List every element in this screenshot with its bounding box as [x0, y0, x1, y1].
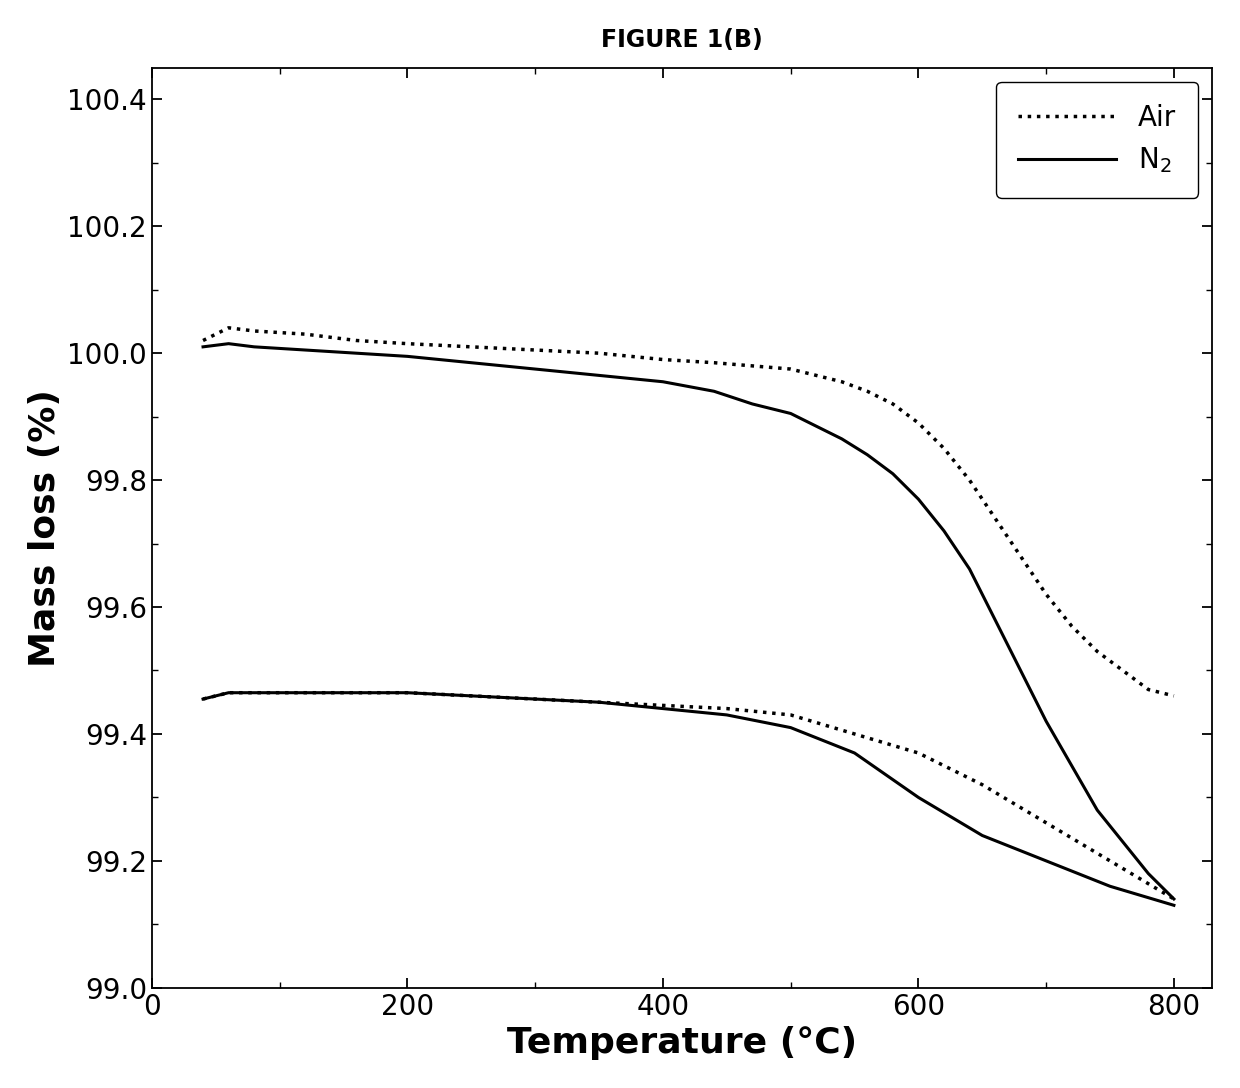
Air	[656, 353, 671, 366]
N$_2$	[348, 347, 363, 360]
Air	[401, 337, 415, 350]
N$_2$	[987, 614, 1002, 627]
N$_2$	[401, 350, 415, 363]
X-axis label: Temperature (°C): Temperature (°C)	[507, 1026, 857, 1060]
Y-axis label: Mass loss (%): Mass loss (%)	[27, 388, 62, 667]
Air	[784, 362, 799, 375]
Air	[528, 344, 543, 357]
Air	[1013, 549, 1028, 562]
N$_2$	[221, 337, 236, 350]
Line: Air: Air	[203, 327, 1174, 696]
N$_2$	[656, 375, 671, 388]
Air	[221, 321, 236, 334]
N$_2$	[1013, 664, 1028, 677]
N$_2$	[707, 385, 722, 398]
N$_2$	[859, 448, 874, 461]
N$_2$	[1115, 836, 1130, 849]
N$_2$	[936, 524, 951, 537]
Legend: Air, N$_2$: Air, N$_2$	[996, 82, 1198, 198]
N$_2$	[1141, 867, 1156, 880]
N$_2$	[885, 467, 900, 480]
N$_2$	[247, 341, 262, 354]
N$_2$	[464, 356, 479, 369]
N$_2$	[196, 341, 211, 354]
Air	[1090, 645, 1105, 658]
Air	[1064, 619, 1079, 632]
Air	[196, 334, 211, 347]
Air	[348, 334, 363, 347]
Air	[885, 397, 900, 410]
N$_2$	[1064, 759, 1079, 772]
Air	[745, 359, 760, 372]
N$_2$	[1090, 804, 1105, 817]
N$_2$	[298, 344, 312, 357]
Air	[591, 347, 606, 360]
N$_2$	[835, 432, 849, 445]
Air	[962, 473, 977, 486]
N$_2$	[1039, 715, 1054, 728]
N$_2$	[808, 420, 823, 433]
N$_2$	[1167, 892, 1182, 905]
Air	[464, 341, 479, 354]
Air	[808, 369, 823, 382]
N$_2$	[962, 562, 977, 576]
Air	[247, 324, 262, 337]
N$_2$	[784, 407, 799, 420]
Air	[911, 417, 926, 430]
Air	[936, 442, 951, 455]
Air	[1141, 683, 1156, 696]
Air	[1039, 588, 1054, 601]
Air	[1115, 664, 1130, 677]
Air	[1167, 690, 1182, 703]
N$_2$	[591, 369, 606, 382]
Line: N$_2$: N$_2$	[203, 344, 1174, 899]
Air	[298, 327, 312, 341]
Air	[987, 511, 1002, 524]
Air	[835, 375, 849, 388]
Title: FIGURE 1(B): FIGURE 1(B)	[601, 28, 763, 52]
Air	[707, 356, 722, 369]
Air	[859, 385, 874, 398]
N$_2$	[528, 362, 543, 375]
N$_2$	[745, 397, 760, 410]
N$_2$	[911, 493, 926, 506]
